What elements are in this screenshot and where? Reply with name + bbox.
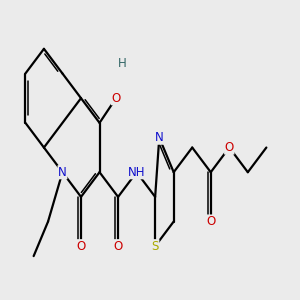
Text: O: O bbox=[111, 92, 121, 105]
Text: O: O bbox=[206, 215, 215, 228]
Text: O: O bbox=[76, 240, 85, 253]
Text: O: O bbox=[113, 240, 123, 253]
Text: NH: NH bbox=[128, 166, 146, 179]
Text: N: N bbox=[155, 131, 164, 144]
Text: H: H bbox=[118, 57, 127, 70]
Text: O: O bbox=[225, 141, 234, 154]
Text: S: S bbox=[152, 240, 159, 253]
Text: N: N bbox=[58, 166, 67, 179]
